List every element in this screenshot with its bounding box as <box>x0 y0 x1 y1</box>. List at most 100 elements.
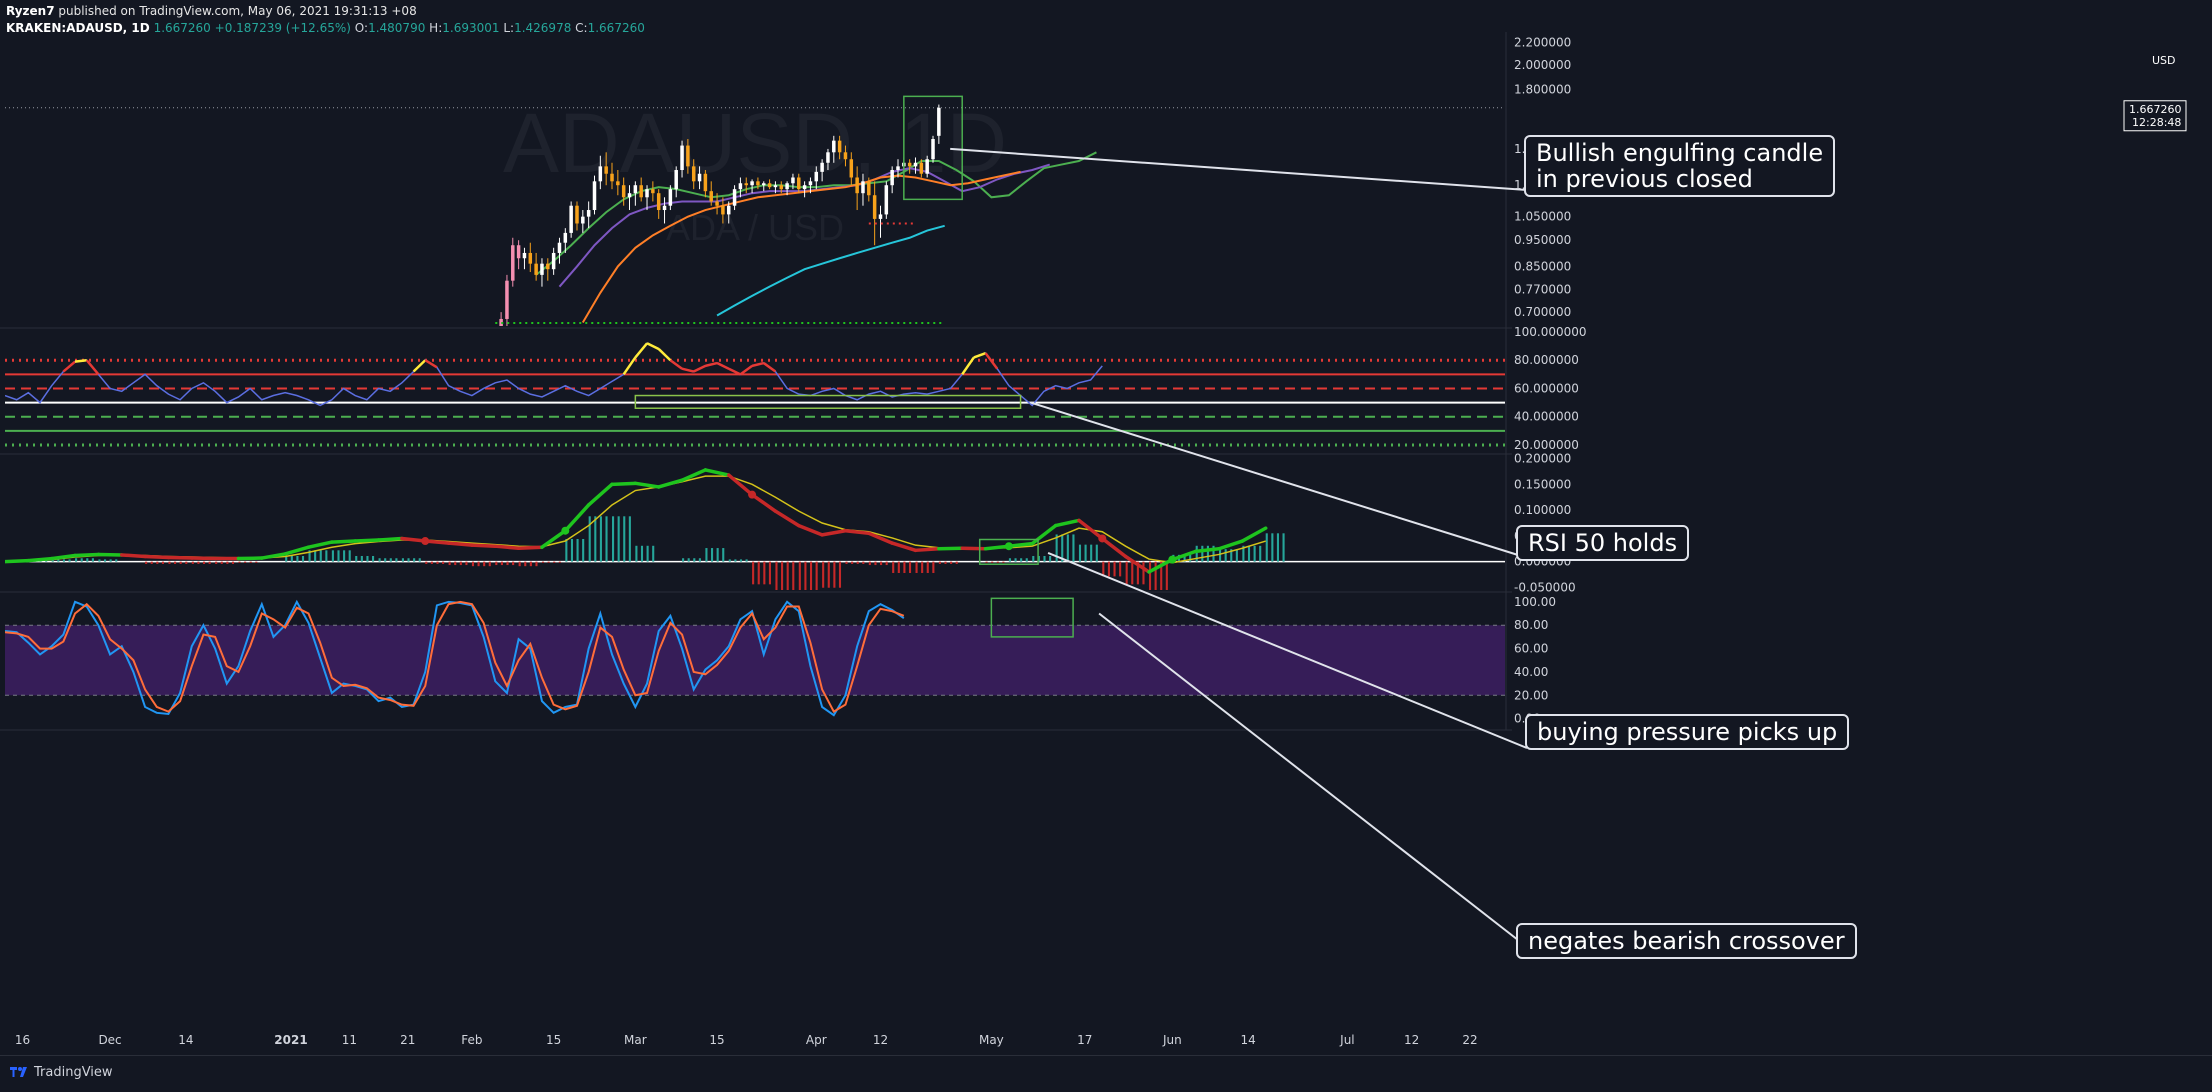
macd-line-segment <box>1217 539 1245 551</box>
macd-histogram-bar <box>1014 558 1017 562</box>
candle-body <box>878 214 883 219</box>
macd-histogram-bar <box>804 561 807 590</box>
macd-line-segment <box>656 478 684 489</box>
close-label: C: <box>575 21 588 35</box>
macd-histogram-bar <box>1230 549 1233 562</box>
macd-histogram-bar <box>378 558 381 562</box>
candle-body <box>534 263 538 275</box>
macd-line-segment <box>1240 526 1268 543</box>
macd-histogram-bar <box>985 561 988 563</box>
symbol-name[interactable]: KRAKEN:ADAUSD, 1D <box>6 21 150 35</box>
macd-histogram-bar <box>646 545 649 562</box>
annotation-rsi[interactable]: RSI 50 holds <box>1516 525 1690 561</box>
macd-histogram-bar <box>285 555 288 562</box>
macd-histogram-bar <box>1224 549 1227 562</box>
macd-histogram-bar <box>471 561 475 567</box>
watermark-pair: ADA / USD <box>666 207 844 248</box>
macd-histogram-bar <box>179 561 182 564</box>
macd-histogram-bar <box>355 555 358 562</box>
macd-histogram-bar <box>325 550 328 562</box>
footer-brand[interactable]: TradingView <box>34 1065 113 1080</box>
candle-body <box>756 181 760 186</box>
macd-histogram-bar <box>921 561 924 573</box>
macd-line-segment <box>703 468 731 477</box>
macd-histogram-bar <box>698 558 701 562</box>
close-value: 1.667260 <box>587 21 645 35</box>
macd-histogram-bar <box>244 561 247 563</box>
macd-histogram-bar <box>553 561 556 563</box>
rsi-overbought-segment <box>728 367 741 376</box>
macd-line-segment <box>563 503 591 533</box>
rsi-overbought-segment <box>634 342 648 359</box>
macd-histogram-bar <box>161 561 164 564</box>
price-tick-label: 2.200000 <box>1514 35 1571 49</box>
low-label: L: <box>503 21 515 35</box>
time-tick-label: Jul <box>1339 1033 1354 1047</box>
candle-body <box>872 195 877 219</box>
candle-body <box>604 166 608 174</box>
macd-histogram-bar <box>798 561 801 590</box>
macd-histogram-bar <box>1113 561 1116 577</box>
macd-histogram-bar <box>231 561 235 564</box>
candle-body <box>621 185 626 198</box>
macd-histogram-bar <box>337 550 340 562</box>
annotation-bullish-engulfing[interactable]: Bullish engulfing candle in previous clo… <box>1524 135 1836 197</box>
macd-line-segment <box>867 531 894 545</box>
footer-bar: TradingView <box>0 1055 2212 1092</box>
macd-histogram-bar <box>874 561 877 566</box>
macd-histogram-bar <box>1136 561 1139 585</box>
candle-body <box>581 216 585 224</box>
macd-histogram-bar <box>109 559 112 562</box>
macd-histogram-bar <box>833 561 836 588</box>
macd-histogram-bar <box>1189 554 1192 562</box>
macd-histogram-bar <box>582 538 585 562</box>
macd-histogram-bar <box>226 561 229 564</box>
stoch-band <box>5 625 1505 696</box>
macd-histogram-bar <box>500 561 503 566</box>
macd-histogram-bar <box>86 558 89 562</box>
macd-line-segment <box>797 523 824 537</box>
macd-histogram-bar <box>296 555 299 562</box>
rsi-overbought-segment <box>984 352 999 370</box>
engulfing-callout-pointer <box>950 147 1527 191</box>
stoch-tick-label: 60.00 <box>1514 642 1548 656</box>
tradingview-logo-icon[interactable] <box>10 1067 28 1079</box>
price-tick-label: 0.770000 <box>1514 283 1571 297</box>
annotation-macd[interactable]: buying pressure picks up <box>1525 714 1850 750</box>
macd-tick-label: -0.050000 <box>1514 580 1576 594</box>
macd-histogram-bar <box>862 561 865 564</box>
macd-histogram-bar <box>605 516 608 562</box>
price-tick-label: 1.050000 <box>1514 210 1571 224</box>
candle-body <box>546 263 550 270</box>
candle-body <box>522 252 527 259</box>
macd-histogram-bar <box>308 550 311 562</box>
macd-histogram-bar <box>524 561 527 567</box>
macd-histogram-bar <box>558 561 561 563</box>
publisher-name[interactable]: Ryzen7 <box>6 4 55 18</box>
macd-histogram-bar <box>838 561 842 588</box>
macd-histogram-bar <box>722 548 725 562</box>
macd-histogram-bar <box>687 558 690 562</box>
macd-line-segment <box>306 540 334 549</box>
candle-body <box>750 181 754 186</box>
chart-canvas[interactable]: ADAUSD, 1D ADA / USD 2.200000 2.000000 1.80… <box>0 0 2212 1055</box>
macd-histogram-bar <box>1160 561 1163 590</box>
macd-histogram-bar <box>1212 545 1215 562</box>
macd-histogram-bar <box>249 561 252 563</box>
time-tick-label: 22 <box>1462 1033 1477 1047</box>
macd-histogram-bar <box>728 559 731 562</box>
macd-line-segment <box>376 536 404 542</box>
macd-histogram-bar <box>488 561 491 567</box>
macd-histogram-bar <box>541 561 545 563</box>
time-tick-label: 11 <box>342 1033 357 1047</box>
macd-histogram-bar <box>1165 561 1168 590</box>
candle-body <box>721 205 725 215</box>
macd-line-segment <box>843 528 871 536</box>
candle-body <box>773 185 778 188</box>
rsi-overbought-segment <box>412 359 427 373</box>
candle-body <box>586 210 591 217</box>
macd-histogram-bar <box>1271 533 1274 562</box>
macd-histogram-bar <box>168 561 171 564</box>
annotation-stoch[interactable]: negates bearish crossover <box>1516 923 1857 959</box>
price-tick-label: 0.950000 <box>1514 233 1571 247</box>
